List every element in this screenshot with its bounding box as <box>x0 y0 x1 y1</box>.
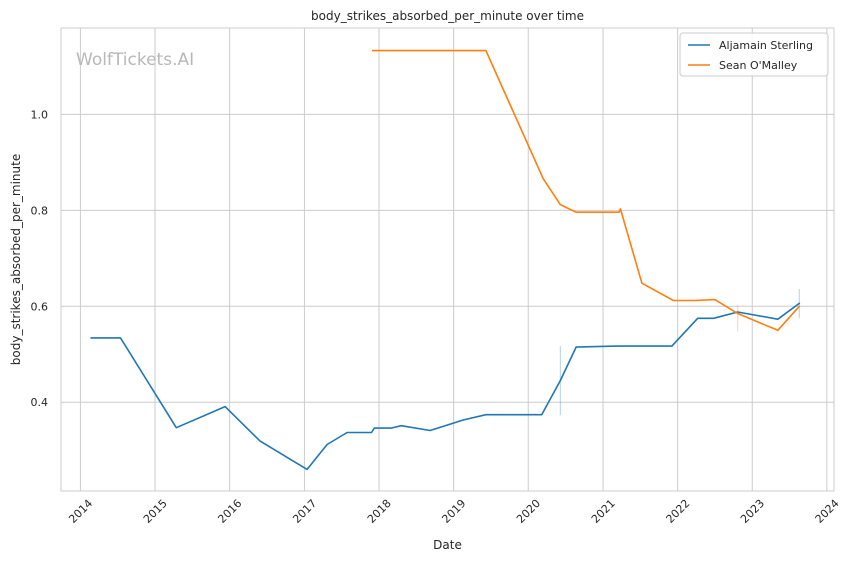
series-line-aljamain-sterling <box>90 302 801 471</box>
y-tick-label: 1.0 <box>31 108 49 121</box>
legend-label: Aljamain Sterling <box>719 39 813 52</box>
y-tick-labels: 0.4 0.6 0.8 1.0 <box>31 108 49 409</box>
y-axis-title: body_strikes_absorbed_per_minute <box>9 154 23 365</box>
series-lines <box>90 49 801 471</box>
watermark-text: WolfTickets.AI <box>76 50 194 70</box>
plot-area-frame <box>60 27 835 492</box>
legend-label: Sean O'Malley <box>719 59 798 72</box>
series-line-sean-omalley <box>371 49 801 332</box>
legend: Aljamain Sterling Sean O'Malley <box>679 32 829 77</box>
x-axis-title: Date <box>433 538 462 552</box>
chart-title: body_strikes_absorbed_per_minute over ti… <box>311 9 584 23</box>
y-tick-label: 0.6 <box>31 300 49 313</box>
y-tick-label: 0.8 <box>31 204 49 217</box>
grid <box>61 28 834 491</box>
legend-box <box>679 32 829 77</box>
y-tick-label: 0.4 <box>31 396 49 409</box>
